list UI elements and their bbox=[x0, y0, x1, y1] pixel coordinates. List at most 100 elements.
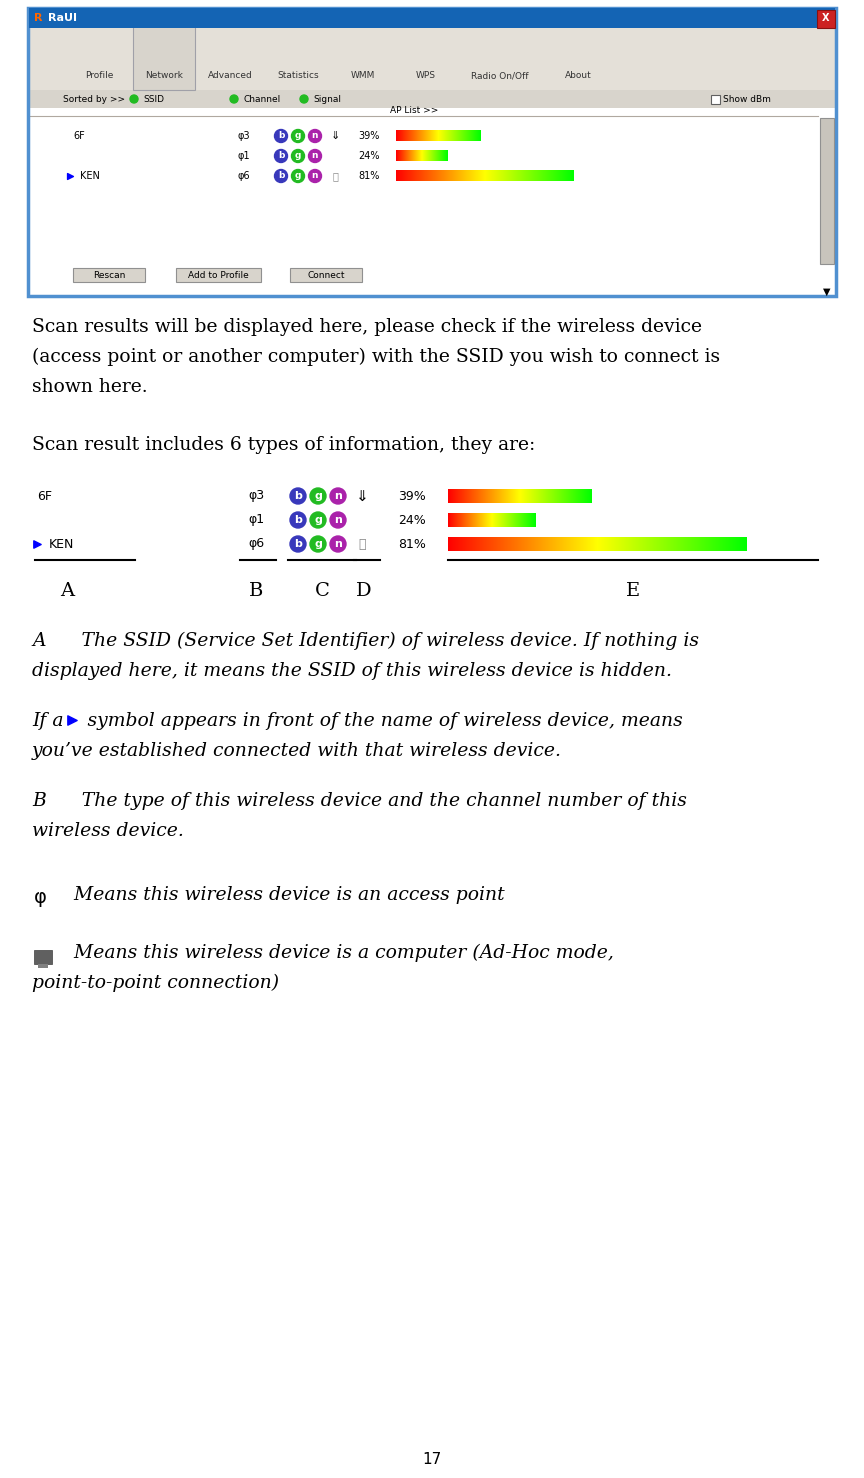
Bar bbox=[462, 170, 463, 180]
Bar bbox=[541, 537, 543, 551]
Bar bbox=[640, 537, 641, 551]
Bar bbox=[426, 170, 428, 180]
Bar bbox=[648, 537, 650, 551]
Text: Means this wireless device is a computer (Ad-Hoc mode,: Means this wireless device is a computer… bbox=[62, 944, 614, 962]
Bar bbox=[578, 537, 579, 551]
Bar bbox=[529, 513, 530, 528]
Bar bbox=[443, 130, 444, 140]
Bar bbox=[476, 513, 477, 528]
Bar bbox=[556, 537, 557, 551]
Bar bbox=[467, 170, 468, 180]
Text: 6F: 6F bbox=[37, 489, 52, 503]
Bar bbox=[564, 170, 565, 180]
Bar bbox=[627, 537, 628, 551]
Bar bbox=[509, 513, 511, 528]
Bar bbox=[465, 170, 467, 180]
Bar bbox=[456, 537, 457, 551]
Bar bbox=[440, 130, 442, 140]
Bar bbox=[657, 537, 658, 551]
Bar bbox=[719, 537, 721, 551]
Bar bbox=[504, 489, 505, 503]
Bar bbox=[542, 489, 543, 503]
Bar bbox=[521, 513, 523, 528]
Bar bbox=[450, 513, 451, 528]
Bar bbox=[476, 489, 477, 503]
Text: wireless device.: wireless device. bbox=[32, 822, 184, 840]
Text: Scan results will be displayed here, please check if the wireless device: Scan results will be displayed here, ple… bbox=[32, 318, 702, 336]
Bar bbox=[529, 489, 530, 503]
Bar bbox=[508, 513, 509, 528]
Bar bbox=[560, 489, 562, 503]
Bar bbox=[403, 170, 404, 180]
Bar bbox=[547, 489, 549, 503]
Bar bbox=[428, 130, 429, 140]
Bar bbox=[563, 170, 564, 180]
Bar bbox=[477, 130, 479, 140]
Bar bbox=[524, 489, 525, 503]
Bar bbox=[584, 489, 585, 503]
Bar bbox=[489, 170, 490, 180]
Bar bbox=[470, 170, 471, 180]
Bar bbox=[568, 489, 569, 503]
Bar bbox=[503, 513, 505, 528]
Bar bbox=[450, 130, 451, 140]
Text: φ1: φ1 bbox=[238, 151, 251, 161]
Bar bbox=[453, 513, 454, 528]
Text: X: X bbox=[823, 13, 829, 24]
Bar bbox=[609, 537, 610, 551]
Bar bbox=[525, 489, 526, 503]
Bar bbox=[498, 489, 499, 503]
Bar bbox=[571, 537, 572, 551]
Bar bbox=[405, 170, 406, 180]
Circle shape bbox=[290, 488, 306, 504]
Bar bbox=[548, 489, 550, 503]
Bar bbox=[442, 170, 443, 180]
Bar bbox=[414, 170, 416, 180]
Bar bbox=[509, 537, 511, 551]
Circle shape bbox=[275, 149, 288, 163]
Bar bbox=[539, 170, 540, 180]
Bar bbox=[511, 489, 512, 503]
Bar bbox=[534, 537, 536, 551]
Bar bbox=[533, 537, 534, 551]
Bar bbox=[552, 537, 553, 551]
Bar bbox=[573, 170, 575, 180]
Bar bbox=[509, 170, 511, 180]
Bar bbox=[564, 489, 565, 503]
Bar bbox=[411, 130, 412, 140]
Circle shape bbox=[290, 537, 306, 551]
Bar bbox=[463, 489, 464, 503]
Bar bbox=[500, 170, 501, 180]
Bar bbox=[704, 537, 705, 551]
Bar bbox=[726, 537, 727, 551]
Bar bbox=[456, 170, 457, 180]
Text: g: g bbox=[295, 132, 302, 140]
Bar bbox=[489, 489, 490, 503]
Circle shape bbox=[300, 95, 308, 103]
Bar bbox=[588, 489, 589, 503]
Text: ⚿: ⚿ bbox=[359, 538, 365, 550]
Bar bbox=[570, 537, 571, 551]
Bar bbox=[436, 170, 437, 180]
Bar bbox=[504, 537, 505, 551]
Bar bbox=[619, 537, 620, 551]
Bar bbox=[539, 537, 540, 551]
Bar bbox=[428, 170, 429, 180]
Bar bbox=[577, 537, 578, 551]
Bar bbox=[543, 537, 544, 551]
Bar bbox=[408, 130, 410, 140]
Bar bbox=[629, 537, 631, 551]
Bar bbox=[504, 513, 505, 528]
Bar bbox=[733, 537, 734, 551]
Bar bbox=[601, 537, 602, 551]
Bar bbox=[568, 537, 569, 551]
Bar bbox=[645, 537, 646, 551]
Bar bbox=[562, 170, 563, 180]
Text: φ1: φ1 bbox=[248, 513, 264, 526]
Bar bbox=[515, 513, 517, 528]
Bar bbox=[649, 537, 651, 551]
Bar bbox=[569, 537, 570, 551]
Bar bbox=[644, 537, 645, 551]
Bar bbox=[458, 489, 460, 503]
Bar bbox=[523, 170, 524, 180]
